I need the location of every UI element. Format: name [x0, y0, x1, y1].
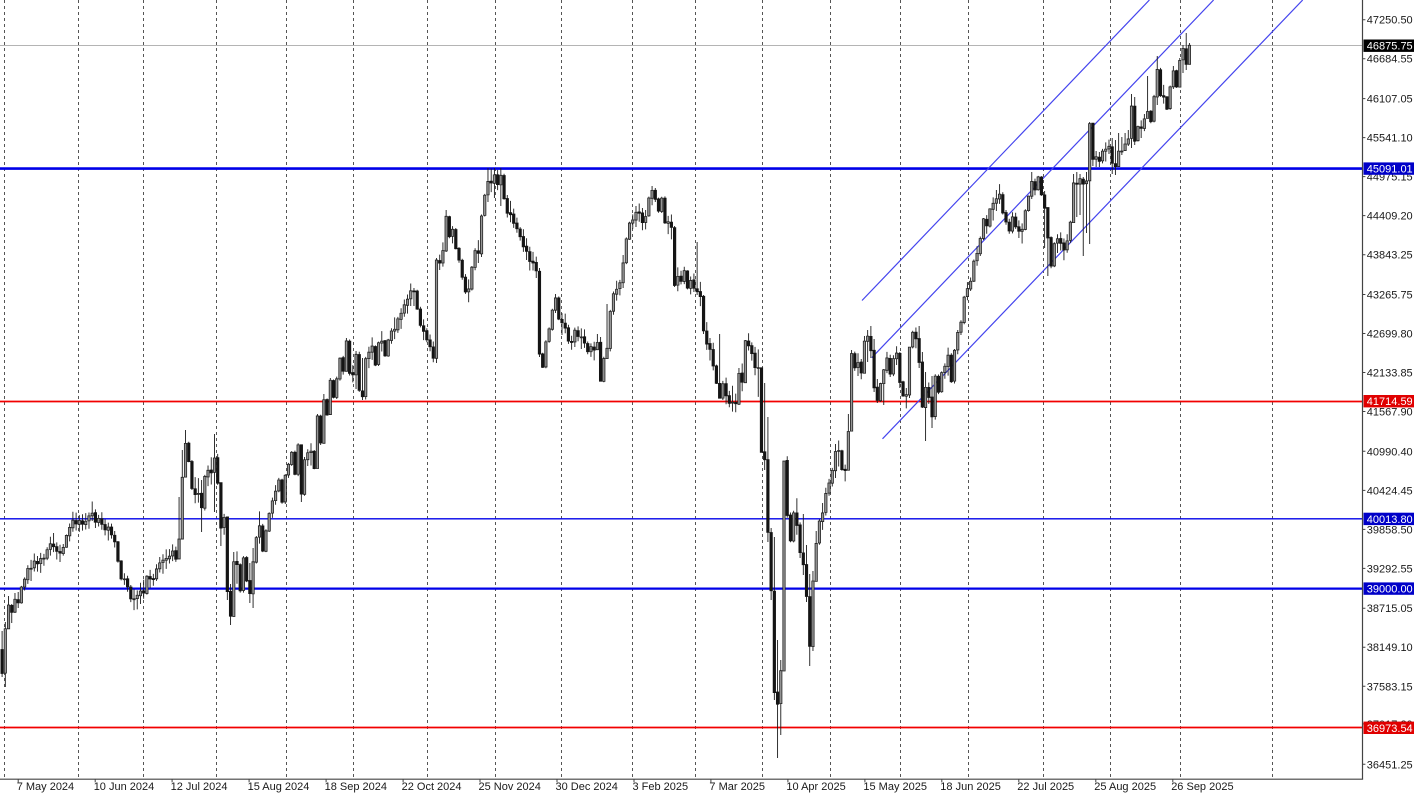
svg-text:43265.75: 43265.75 [1367, 290, 1413, 302]
svg-text:42133.85: 42133.85 [1367, 368, 1413, 380]
svg-text:46875.75: 46875.75 [1367, 41, 1413, 53]
svg-text:10 Jun 2024: 10 Jun 2024 [94, 781, 155, 793]
svg-text:40990.40: 40990.40 [1367, 446, 1413, 458]
svg-text:46684.55: 46684.55 [1367, 54, 1413, 66]
svg-text:40013.80: 40013.80 [1367, 514, 1413, 526]
svg-text:3 Feb 2025: 3 Feb 2025 [633, 781, 689, 793]
svg-text:38149.10: 38149.10 [1367, 642, 1413, 654]
svg-text:41714.59: 41714.59 [1367, 396, 1413, 408]
svg-text:25 Aug 2025: 25 Aug 2025 [1094, 781, 1156, 793]
svg-text:7 May 2024: 7 May 2024 [17, 781, 74, 793]
svg-text:39000.00: 39000.00 [1367, 584, 1413, 596]
svg-text:22 Jul 2025: 22 Jul 2025 [1017, 781, 1074, 793]
svg-text:42699.80: 42699.80 [1367, 329, 1413, 341]
svg-text:25 Nov 2024: 25 Nov 2024 [479, 781, 541, 793]
svg-text:36451.25: 36451.25 [1367, 759, 1413, 771]
svg-text:38715.05: 38715.05 [1367, 603, 1413, 615]
svg-text:26 Sep 2025: 26 Sep 2025 [1171, 781, 1233, 793]
svg-text:15 May 2025: 15 May 2025 [863, 781, 927, 793]
svg-text:41567.90: 41567.90 [1367, 407, 1413, 419]
svg-text:45091.01: 45091.01 [1367, 164, 1413, 176]
svg-text:18 Sep 2024: 18 Sep 2024 [325, 781, 387, 793]
svg-text:15 Aug 2024: 15 Aug 2024 [248, 781, 310, 793]
svg-text:46107.05: 46107.05 [1367, 94, 1413, 106]
svg-text:22 Oct 2024: 22 Oct 2024 [402, 781, 462, 793]
svg-text:30 Dec 2024: 30 Dec 2024 [556, 781, 618, 793]
svg-text:43843.25: 43843.25 [1367, 250, 1413, 262]
svg-text:45541.10: 45541.10 [1367, 133, 1413, 145]
svg-text:36973.54: 36973.54 [1367, 723, 1413, 735]
svg-text:18 Jun 2025: 18 Jun 2025 [940, 781, 1001, 793]
svg-text:40424.45: 40424.45 [1367, 485, 1413, 497]
svg-text:10 Apr 2025: 10 Apr 2025 [786, 781, 845, 793]
svg-text:12 Jul 2024: 12 Jul 2024 [171, 781, 228, 793]
svg-text:44409.20: 44409.20 [1367, 211, 1413, 223]
svg-text:39858.50: 39858.50 [1367, 524, 1413, 536]
svg-text:37583.15: 37583.15 [1367, 681, 1413, 693]
svg-text:39292.55: 39292.55 [1367, 563, 1413, 575]
svg-text:47250.50: 47250.50 [1367, 15, 1413, 27]
svg-text:7 Mar 2025: 7 Mar 2025 [709, 781, 765, 793]
